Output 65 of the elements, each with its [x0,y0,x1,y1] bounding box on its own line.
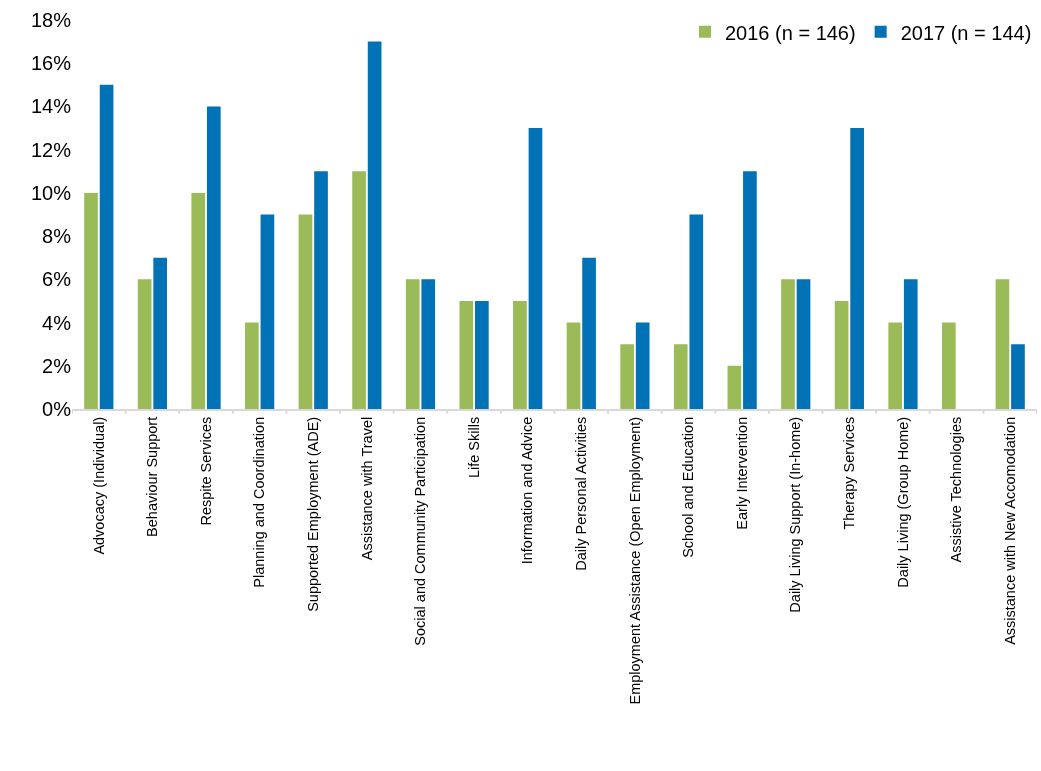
bar [99,84,114,409]
bar [850,128,864,409]
x-tick-label: Information and Advice [519,416,536,565]
x-tick-label: Social and Community Participation [412,416,429,646]
bar [566,322,581,409]
bar [582,257,596,409]
x-tick-label: Life Skills [465,416,482,479]
bar [995,279,1010,409]
legend-label: 2016 (n = 146) [725,21,856,44]
bar [620,344,634,409]
x-tick-label: Employment Assistance (Open Employment) [626,416,643,705]
bar [528,128,543,409]
bar [137,279,152,409]
bar [727,365,742,409]
x-tick-label: Daily Living (Group Home) [894,416,911,588]
y-tick-label: 0% [42,398,72,420]
bar [459,300,474,409]
bar [834,300,849,409]
y-tick-label: 10% [30,181,72,204]
x-tick-label: Daily Living Support (In-home) [787,416,804,613]
bar [903,279,918,409]
bar [941,322,956,409]
bar [475,300,489,409]
x-tick-label: Assistance with Travel [358,416,375,561]
bar [1011,344,1025,409]
x-tick-label: Supported Employment (ADE) [304,416,321,612]
bar [689,214,704,409]
bar [513,300,527,409]
y-tick-label: 4% [42,311,72,334]
y-tick-label: 12% [30,138,72,161]
x-tick-label: Respite Services [197,416,214,526]
bar [405,279,420,409]
y-tick-label: 6% [42,268,72,291]
x-tick-label: Assistive Technologies [948,416,965,563]
x-tick-label: Daily Personal Activities [573,416,590,571]
x-tick-label: Behaviour Support [144,416,161,537]
x-tick-label: Advocacy (Individual) [90,416,107,555]
bar [245,322,259,409]
x-tick-label: Planning and Coordination [251,416,268,588]
bar [796,279,811,409]
bar [421,279,436,409]
bar [206,106,221,409]
bar [888,322,903,409]
x-tick-label: Early Intervention [733,416,750,530]
y-tick-label: 2% [42,354,72,377]
y-tick-label: 16% [30,52,72,75]
bar [352,171,366,409]
y-tick-label: 14% [30,95,72,118]
bar [781,279,795,409]
bar [84,192,98,409]
legend-label: 2017 (n = 144) [900,21,1032,44]
x-tick-label: School and Education [680,416,697,558]
bar [367,41,382,409]
y-tick-label: 8% [42,225,72,248]
x-tick-label: Assistance with New Accomodation [1001,416,1018,645]
bar [314,171,328,409]
bar [743,171,757,409]
bar [153,257,168,409]
bar [260,214,275,409]
y-tick-label: 18% [30,9,72,31]
bar [635,322,650,409]
bar [298,214,313,409]
x-tick-label: Therapy Services [841,416,858,530]
bar [673,344,688,409]
bar [191,192,206,409]
